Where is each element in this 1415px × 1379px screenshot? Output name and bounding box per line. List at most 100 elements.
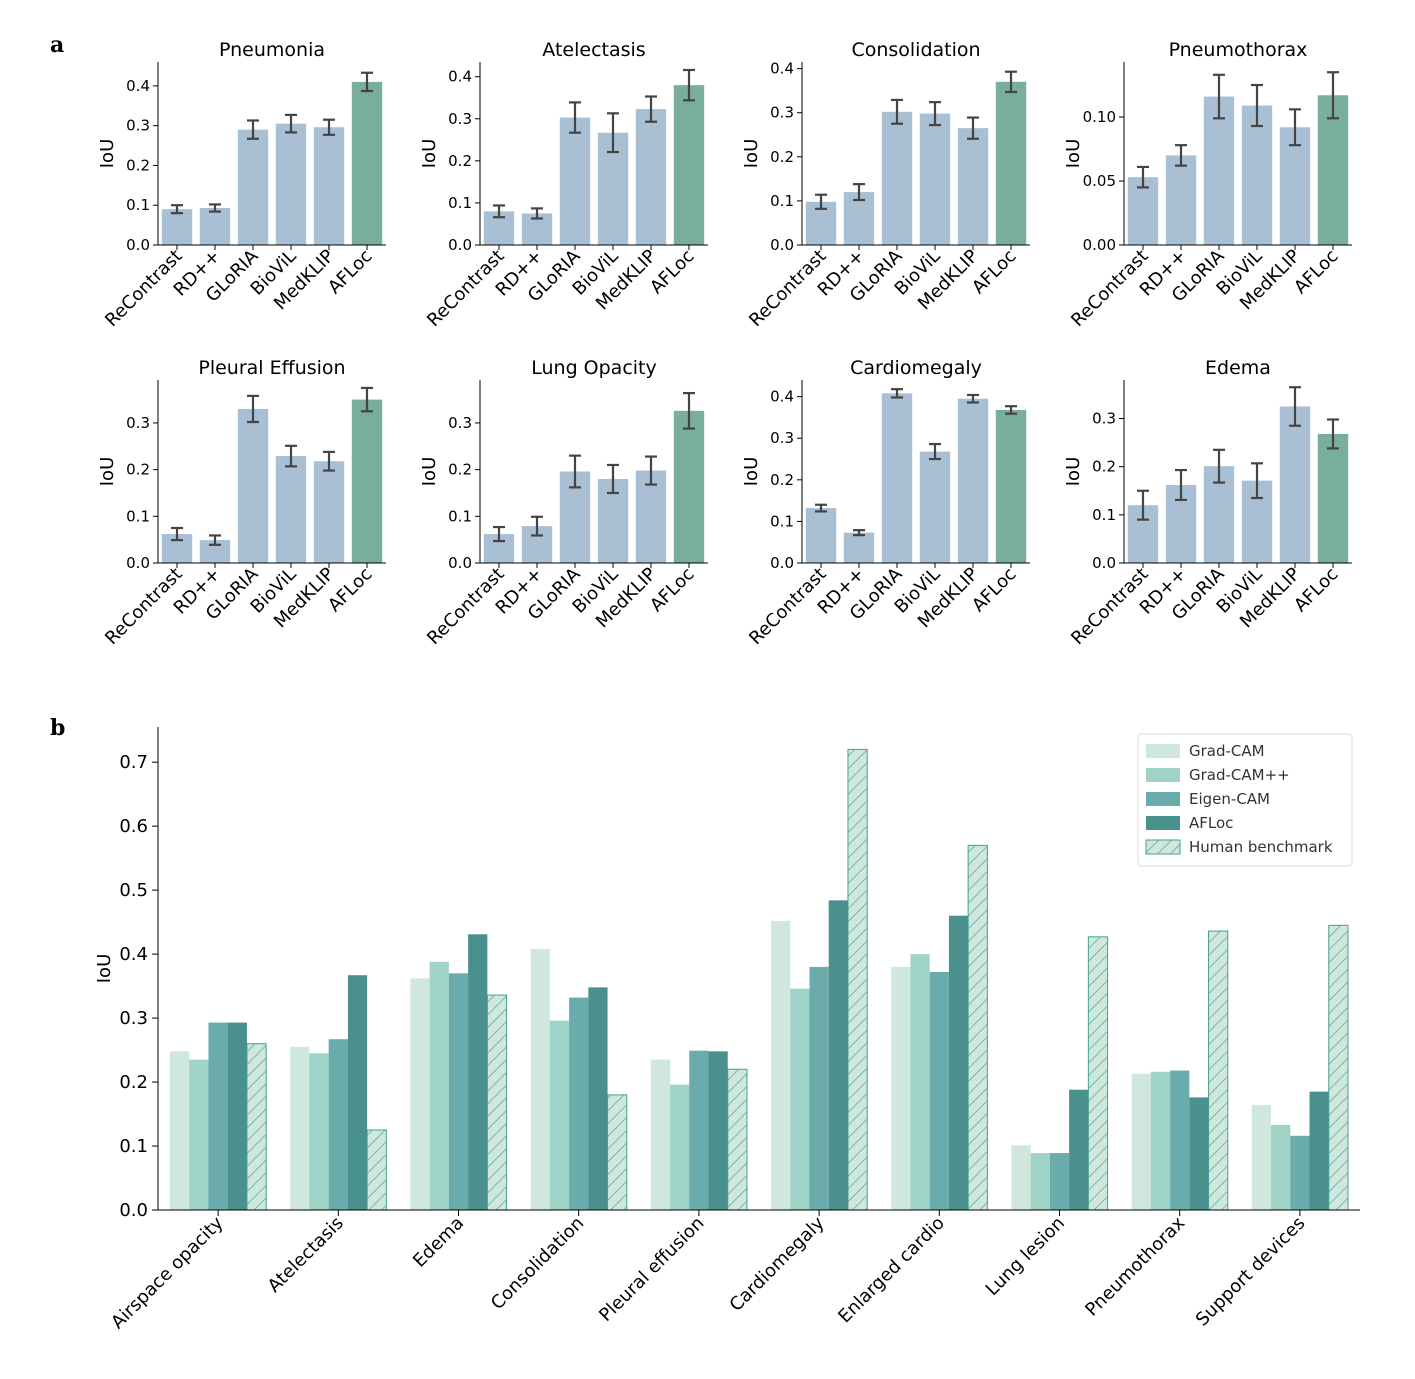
bar bbox=[957, 398, 989, 563]
subplot-title: Cardiomegaly bbox=[850, 357, 982, 379]
subplot-title: Consolidation bbox=[851, 39, 980, 61]
bar-grad-cam bbox=[1131, 1073, 1151, 1210]
bar-afloc bbox=[1309, 1091, 1329, 1210]
y-axis-label: IoU bbox=[97, 457, 118, 487]
bar-grad-cam- bbox=[1030, 1153, 1050, 1210]
y-tick-label: 0.6 bbox=[119, 816, 148, 837]
bar bbox=[673, 410, 705, 563]
bar-grad-cam bbox=[1011, 1145, 1031, 1210]
bar-grad-cam bbox=[650, 1059, 671, 1210]
y-tick-label: 0.0 bbox=[448, 236, 472, 254]
bar-grad-cam- bbox=[1150, 1071, 1171, 1210]
y-tick-label: 0.2 bbox=[1092, 458, 1116, 476]
y-axis-label: IoU bbox=[419, 457, 440, 487]
bar-human-benchmark bbox=[1208, 930, 1229, 1211]
bar-grad-cam- bbox=[189, 1059, 209, 1210]
bar bbox=[919, 451, 951, 563]
legend-box bbox=[1137, 733, 1353, 867]
bar-grad-cam- bbox=[670, 1084, 690, 1210]
y-tick-label: 0.2 bbox=[119, 1072, 148, 1093]
subplot-atelectasis: AtelectasisReContrastRD++GLoRIABioViLMed… bbox=[419, 39, 708, 331]
x-tick-label: Edema bbox=[409, 1213, 468, 1272]
bar-human-benchmark bbox=[486, 994, 508, 1211]
bar-human-benchmark bbox=[366, 1129, 387, 1211]
x-tick-label: AFLoc bbox=[646, 246, 699, 299]
bar-human-benchmark bbox=[1087, 936, 1109, 1211]
subplot-pneumothorax: PneumothoraxReContrastRD++GLoRIABioViLMe… bbox=[1063, 39, 1352, 331]
bar bbox=[313, 461, 345, 563]
bar bbox=[843, 532, 875, 563]
y-axis-label: IoU bbox=[741, 139, 762, 169]
legend-label: AFLoc bbox=[1189, 814, 1233, 832]
bar-human-benchmark bbox=[1328, 924, 1349, 1211]
bar bbox=[161, 209, 193, 245]
y-tick-label: 0.1 bbox=[770, 192, 794, 210]
y-tick-label: 0.2 bbox=[126, 461, 150, 479]
bar bbox=[237, 129, 269, 245]
bar bbox=[351, 399, 383, 563]
bar-human-benchmark bbox=[607, 1094, 628, 1211]
bar-grad-cam bbox=[771, 920, 791, 1210]
x-tick-label: AFLoc bbox=[968, 246, 1021, 299]
bar-eigen-cam bbox=[689, 1050, 709, 1210]
y-tick-label: 0.0 bbox=[1092, 554, 1116, 572]
bar-afloc bbox=[948, 915, 969, 1210]
y-tick-label: 0.0 bbox=[448, 554, 472, 572]
bar-afloc bbox=[1189, 1097, 1209, 1210]
y-tick-label: 0.00 bbox=[1083, 236, 1116, 254]
y-axis-label: IoU bbox=[1063, 139, 1084, 169]
y-tick-label: 0.2 bbox=[448, 461, 472, 479]
y-tick-label: 0.4 bbox=[119, 944, 148, 965]
legend-label: Grad-CAM++ bbox=[1189, 766, 1290, 784]
bar-eigen-cam bbox=[1170, 1070, 1190, 1210]
x-tick-label: AFLoc bbox=[324, 246, 377, 299]
y-tick-label: 0.3 bbox=[770, 429, 794, 447]
bar bbox=[1317, 95, 1349, 245]
bar-eigen-cam bbox=[328, 1039, 348, 1210]
legend-label: Grad-CAM bbox=[1189, 742, 1265, 760]
bar-grad-cam bbox=[410, 978, 430, 1210]
bar bbox=[881, 393, 913, 563]
bar bbox=[635, 470, 667, 563]
y-tick-label: 0.3 bbox=[448, 110, 472, 128]
bar-afloc bbox=[588, 987, 608, 1210]
legend-swatch bbox=[1146, 768, 1180, 782]
bar-afloc bbox=[708, 1051, 728, 1210]
legend-label: Human benchmark bbox=[1189, 838, 1333, 856]
y-tick-label: 0.1 bbox=[126, 507, 150, 525]
subplot-lung-opacity: Lung OpacityReContrastRD++GLoRIABioViLMe… bbox=[419, 357, 708, 649]
y-tick-label: 0.0 bbox=[126, 236, 150, 254]
x-tick-label: Pleural effusion bbox=[595, 1213, 708, 1326]
y-tick-label: 0.0 bbox=[770, 236, 794, 254]
bar bbox=[673, 85, 705, 245]
bar-human-benchmark bbox=[967, 844, 988, 1211]
bar-grad-cam bbox=[170, 1051, 190, 1210]
y-tick-label: 0.05 bbox=[1083, 172, 1116, 190]
bar-eigen-cam bbox=[448, 973, 469, 1210]
bar bbox=[1279, 406, 1311, 563]
bar-human-benchmark bbox=[246, 1043, 267, 1211]
bar-eigen-cam bbox=[569, 997, 589, 1210]
y-tick-label: 0.2 bbox=[448, 152, 472, 170]
bar-human-benchmark bbox=[847, 748, 868, 1211]
x-tick-label: Airspace opacity bbox=[107, 1212, 228, 1333]
y-tick-label: 0.3 bbox=[126, 414, 150, 432]
legend-swatch bbox=[1146, 744, 1180, 758]
bar-eigen-cam bbox=[208, 1022, 228, 1210]
bar-eigen-cam bbox=[929, 972, 949, 1210]
bar bbox=[275, 123, 307, 245]
legend-swatch bbox=[1146, 816, 1180, 830]
y-tick-label: 0.0 bbox=[119, 1200, 148, 1221]
legend-label: Eigen-CAM bbox=[1189, 790, 1270, 808]
y-tick-label: 0.0 bbox=[770, 554, 794, 572]
y-tick-label: 0.2 bbox=[126, 156, 150, 174]
subplot-edema: EdemaReContrastRD++GLoRIABioViLMedKLIPAF… bbox=[1063, 357, 1352, 649]
bar bbox=[351, 81, 383, 246]
subplot-title: Edema bbox=[1205, 357, 1271, 379]
bar-grad-cam- bbox=[790, 988, 810, 1210]
y-tick-label: 0.3 bbox=[448, 414, 472, 432]
y-tick-label: 0.1 bbox=[770, 512, 794, 530]
bar bbox=[199, 208, 231, 245]
bar-grad-cam bbox=[891, 966, 911, 1210]
